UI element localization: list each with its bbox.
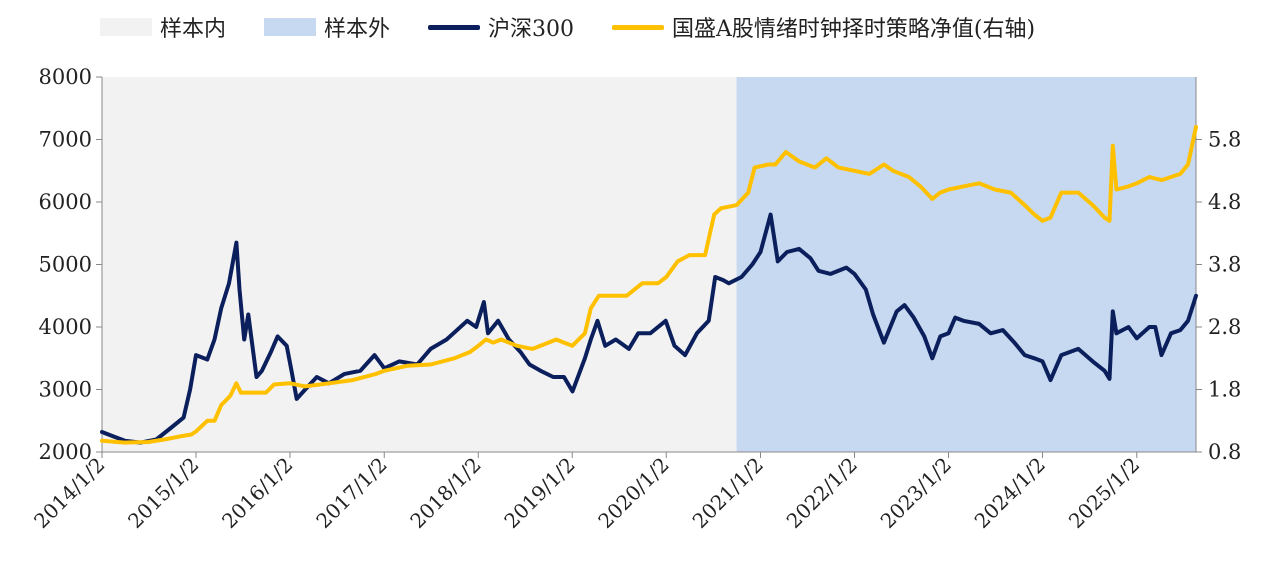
legend-label-strategy: 国盛A股情绪时钟择时策略净值(右轴) [672, 17, 1036, 42]
left-axis-tick-label: 4000 [39, 315, 92, 339]
out-sample-swatch [264, 18, 317, 36]
x-axis-tick-label: 2019/1/2 [499, 453, 579, 533]
series-strategy-line [100, 125, 1198, 445]
legend-item-strategy: 国盛A股情绪时钟择时策略净值(右轴) [612, 11, 1035, 43]
legend-item-in-sample: 样本内 [100, 11, 226, 43]
x-axis-tick-label: 2025/1/2 [1064, 453, 1144, 533]
right-axis-tick-label: 4.8 [1208, 190, 1241, 214]
legend-item-csi300: 沪深300 [428, 11, 574, 43]
in-sample-region [102, 77, 737, 452]
strategy-swatch [612, 24, 665, 30]
legend-label-in-sample: 样本内 [160, 17, 227, 42]
right-axis-tick-label: 0.8 [1208, 440, 1241, 464]
series-csi300-line [100, 212, 1198, 445]
out-sample-region [736, 77, 1196, 452]
x-axis-tick-label: 2021/1/2 [688, 453, 768, 533]
x-axis-tick-label: 2023/1/2 [876, 453, 956, 533]
right-axis-tick-label: 2.8 [1208, 315, 1241, 339]
x-axis-tick-label: 2014/1/2 [29, 453, 109, 533]
left-axis-tick-label: 5000 [39, 253, 92, 277]
x-axis-tick-label: 2022/1/2 [782, 453, 862, 533]
left-axis-tick-label: 7000 [39, 128, 92, 152]
left-axis-tick-label: 8000 [39, 65, 92, 89]
right-axis-tick-label: 3.8 [1208, 253, 1241, 277]
x-axis-tick-label: 2015/1/2 [123, 453, 203, 533]
x-axis-tick-label: 2016/1/2 [217, 453, 297, 533]
x-axis-tick-label: 2018/1/2 [405, 453, 485, 533]
right-axis-tick-label: 5.8 [1208, 128, 1241, 152]
in-sample-swatch [100, 18, 152, 36]
right-axis-tick-label: 1.8 [1208, 378, 1241, 402]
x-axis-tick-label: 2020/1/2 [593, 453, 673, 533]
left-axis-tick-label: 2000 [39, 440, 92, 464]
legend-item-out-sample: 样本外 [264, 11, 390, 43]
legend-label-out-sample: 样本外 [324, 17, 391, 42]
left-axis-tick-label: 3000 [39, 378, 92, 402]
x-axis-tick-label: 2024/1/2 [970, 453, 1050, 533]
x-axis-tick-label: 2017/1/2 [311, 453, 391, 533]
csi300-swatch [428, 24, 481, 30]
legend-label-csi300: 沪深300 [488, 17, 575, 42]
left-axis-tick-label: 6000 [39, 190, 92, 214]
legend: 样本内 样本外 沪深300 国盛A股情绪时钟择时策略净值(右轴) [100, 12, 1073, 42]
